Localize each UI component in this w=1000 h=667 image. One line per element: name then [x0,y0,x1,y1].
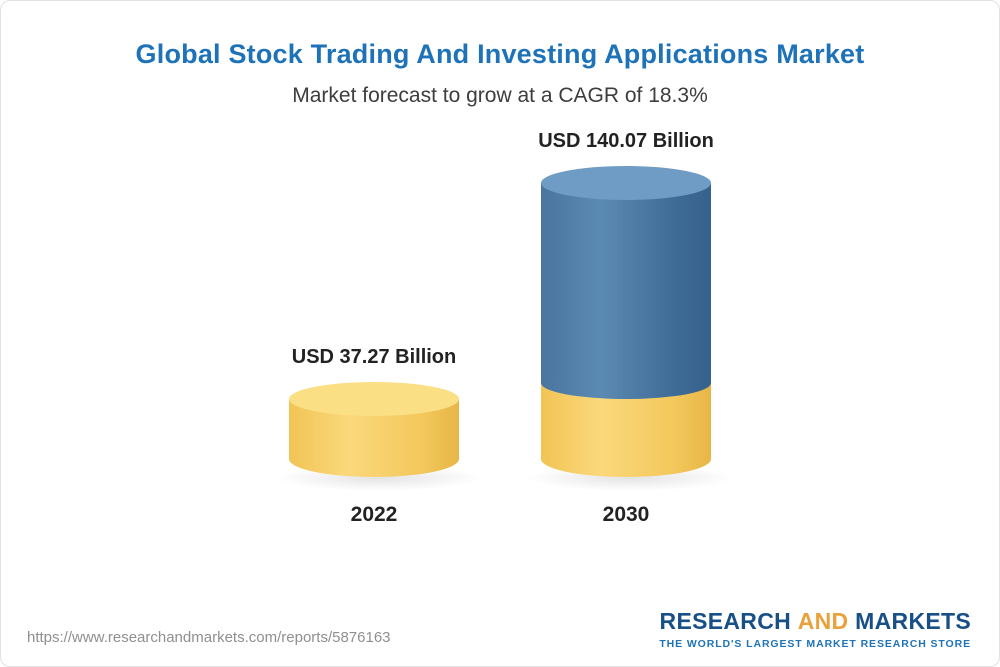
logo-wordmark: RESEARCH AND MARKETS [659,608,971,635]
bar-2030 [527,166,735,492]
bar-2030-growth-segment [541,183,711,399]
page-title: Global Stock Trading And Investing Appli… [135,39,865,69]
year-label-2022: 2022 [350,503,398,527]
cylinder-top-2030 [541,166,711,200]
bar-group-2022: USD 37.27 Billion 2022 [275,345,483,527]
bar-group-2030: USD 140.07 Billion 2030 [527,130,735,527]
bar-2022 [275,381,483,492]
report-url: https://www.researchandmarkets.com/repor… [27,629,391,646]
cylinder-top-2022 [289,381,459,416]
page-subtitle: Market forecast to grow at a CAGR of 18.… [292,84,708,107]
value-label-2022: USD 37.27 Billion [291,345,457,368]
company-logo: RESEARCH AND MARKETS THE WORLD'S LARGEST… [659,608,971,650]
value-label-2030: USD 140.07 Billion [538,130,714,152]
logo-markets: MARKETS [855,608,971,634]
logo-and: AND [797,608,849,634]
year-label-2030: 2030 [602,503,650,527]
bar-chart: USD 37.27 Billion 2022 USD 140.07 Billio… [1,130,999,527]
logo-research: RESEARCH [659,608,792,634]
logo-tagline: THE WORLD'S LARGEST MARKET RESEARCH STOR… [659,638,971,650]
